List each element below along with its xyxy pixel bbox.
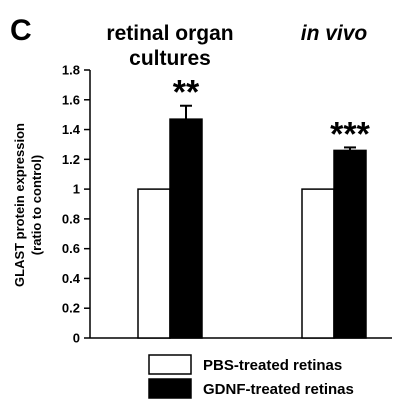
y-tick-label: 1.2 <box>62 152 80 167</box>
group-title: cultures <box>129 47 211 70</box>
y-tick-label: 0.6 <box>62 241 80 256</box>
bar <box>137 188 171 339</box>
bar <box>169 118 203 339</box>
bar <box>301 188 335 339</box>
y-tick-label: 0 <box>73 331 80 346</box>
group-title: retinal organ <box>106 22 233 45</box>
significance-marker: *** <box>330 115 370 153</box>
significance-marker: ** <box>173 74 200 112</box>
y-tick-label: 1.8 <box>62 63 80 78</box>
legend-swatch <box>148 378 192 399</box>
bar <box>333 149 367 339</box>
y-axis-label: GLAST protein expression <box>12 123 27 287</box>
legend-label: GDNF-treated retinas <box>203 381 354 398</box>
y-tick-label: 0.8 <box>62 211 80 226</box>
legend-swatch <box>148 354 192 375</box>
y-tick-label: 1.6 <box>62 92 80 107</box>
group-title: in vivo <box>301 22 368 45</box>
y-tick-label: 1 <box>73 182 80 197</box>
panel-label: C <box>10 14 32 47</box>
y-tick-label: 1.4 <box>62 122 81 137</box>
y-tick-label: 0.2 <box>62 301 80 316</box>
legend-label: PBS-treated retinas <box>203 357 342 374</box>
y-axis-label: (ratio to control) <box>29 155 44 255</box>
y-tick-label: 0.4 <box>62 271 81 286</box>
